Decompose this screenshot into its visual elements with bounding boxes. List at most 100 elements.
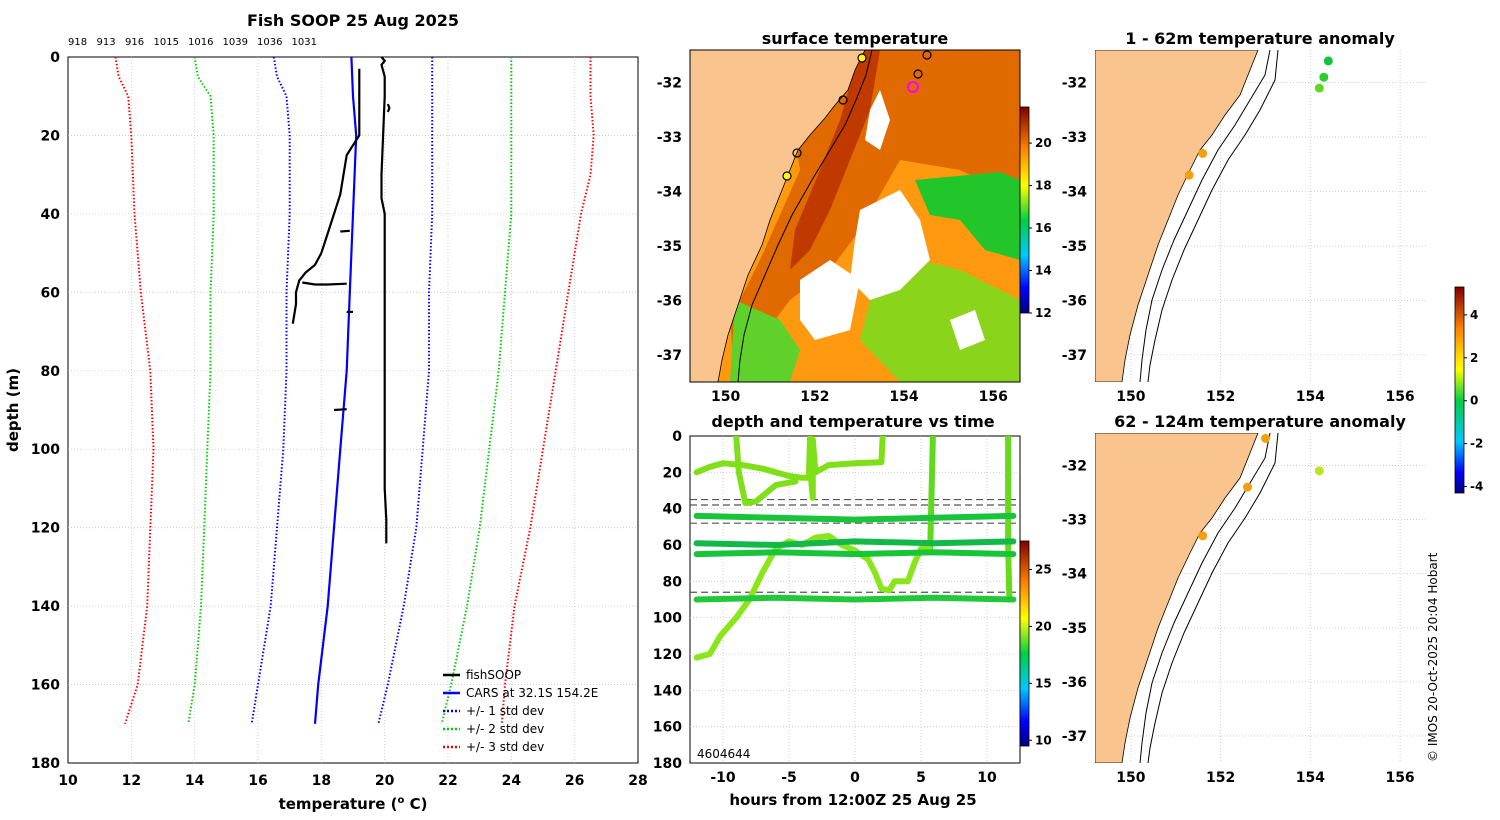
- shelf-contour: [737, 50, 873, 382]
- profile-series-line: [440, 57, 513, 725]
- anomaly-shallow-points: [1184, 56, 1333, 180]
- x-tick-label: 12: [122, 773, 141, 789]
- anomaly-point: [1184, 170, 1194, 180]
- fish-soop-site: [792, 148, 802, 158]
- x-tick-label: 156: [1385, 770, 1414, 786]
- fish-soop-site: [922, 50, 932, 60]
- temp-colorbar-ticks: 10 15 20 25: [1029, 562, 1052, 747]
- y-tick-label: -32: [657, 76, 682, 92]
- y-tick-label: 40: [663, 502, 683, 518]
- colorbar-tick-label: 12: [1035, 306, 1052, 320]
- y-tick-label: 20: [41, 128, 61, 144]
- x-tick-label: 154: [1296, 389, 1325, 405]
- y-tick-label: 40: [41, 207, 61, 223]
- time-track: [693, 512, 1017, 523]
- y-tick-label: -33: [1062, 513, 1087, 529]
- x-tick-label: 152: [1206, 389, 1235, 405]
- cloud-gap-4: [950, 310, 985, 350]
- anomaly-point: [1243, 482, 1253, 492]
- colorbar-tick-label: 2: [1470, 351, 1478, 365]
- profile-series-line: [187, 56, 215, 724]
- shelf-contour: [1139, 433, 1271, 763]
- anomaly-deep-title: 62 - 124m temperature anomaly: [1114, 412, 1406, 431]
- time-track: [733, 436, 799, 507]
- slope-contour: [1147, 433, 1279, 763]
- y-tick-label: -32: [1062, 76, 1087, 92]
- fish-soop-site: [913, 69, 923, 79]
- y-tick-label: 140: [653, 683, 682, 699]
- y-tick-label: -35: [1062, 239, 1087, 255]
- profile-xlabel: temperature (o C): [279, 795, 428, 813]
- anomaly-point: [1198, 531, 1208, 541]
- y-tick-label: 120: [653, 647, 682, 663]
- profile-series-line: [340, 229, 350, 233]
- x-tick-label: 152: [800, 389, 829, 405]
- x-tick-label: 18: [312, 773, 331, 789]
- y-tick-label: -37: [1062, 348, 1087, 364]
- y-tick-label: 80: [41, 364, 61, 380]
- colorbar-tick-label: -2: [1470, 437, 1483, 451]
- colorbar-tick-label: -4: [1470, 480, 1483, 494]
- shelf-contour: [1139, 50, 1271, 382]
- depth-time-id: 4604644: [697, 747, 750, 761]
- y-tick-label: 160: [653, 720, 682, 736]
- fish-soop-site: [838, 95, 848, 105]
- y-tick-label: 100: [31, 442, 60, 458]
- fish-soop-site: [782, 171, 792, 181]
- cloud-gap-3: [865, 90, 890, 150]
- profile-series-line: [313, 56, 358, 724]
- legend-label: +/- 1 std dev: [466, 704, 544, 718]
- depth-time-panel: depth and temperature vs time -10 -5 0 5 100…: [653, 412, 1052, 809]
- depth-time-title: depth and temperature vs time: [711, 412, 994, 431]
- x-tick-label: 22: [438, 773, 457, 789]
- colorbar-tick-label: 0: [1470, 394, 1478, 408]
- profile-ticks: 10 12 14 16 18 20 22 24 26 28 0 20 40 60 80 100 120 140 16…: [31, 50, 648, 789]
- profile-series-line: [114, 56, 155, 725]
- time-track: [1005, 436, 1013, 603]
- colorbar-tick-label: 15: [1035, 676, 1052, 690]
- cast-id-labels: 918 913 916 1015 1016 1039 1036 1031: [68, 37, 317, 48]
- cold-eddy-east: [915, 172, 1020, 260]
- anomaly-deep-ticks: 150 152 154 156 -32 -33 -34 -35 -36 -37: [1062, 458, 1415, 786]
- current-cast-marker: [907, 81, 919, 93]
- y-tick-label: -36: [1062, 293, 1087, 309]
- cast-id-label: 1015: [154, 37, 179, 48]
- anomaly-shallow-ticks: 150 152 154 156 -32 -33 -34 -35 -36 -37: [1062, 76, 1415, 405]
- legend-label: CARS at 32.1S 154.2E: [466, 686, 598, 700]
- x-tick-label: 156: [979, 389, 1008, 405]
- slope-contour: [1147, 50, 1279, 382]
- warm-current-core: [790, 50, 880, 270]
- land: [1095, 433, 1259, 763]
- cast-id-label: 1031: [292, 37, 317, 48]
- anomaly-point: [1323, 56, 1333, 66]
- land: [1095, 50, 1259, 382]
- y-tick-label: 20: [663, 465, 683, 481]
- x-tick-label: 24: [502, 773, 522, 789]
- y-tick-label: 80: [663, 574, 683, 590]
- depth-time-tracks: [693, 436, 1017, 661]
- anomaly-deep-panel: 62 - 124m temperature anomaly 150 152 154 1…: [1062, 412, 1427, 786]
- land: [690, 50, 866, 382]
- x-tick-label: 0: [850, 770, 860, 786]
- y-tick-label: -34: [1062, 567, 1088, 583]
- x-tick-label: 16: [248, 773, 267, 789]
- x-tick-label: 150: [1116, 770, 1145, 786]
- x-tick-label: 10: [977, 770, 997, 786]
- colorbar-tick-label: 4: [1470, 308, 1478, 322]
- anomaly-deep-points: [1198, 433, 1324, 541]
- profile-series: [114, 56, 595, 725]
- anomaly-colorbar-group: 4 2 0 -2 -4: [1454, 286, 1483, 494]
- colorbar-tick-label: 25: [1035, 562, 1052, 576]
- y-tick-label: 0: [672, 429, 682, 445]
- legend-label: +/- 3 std dev: [466, 740, 544, 754]
- x-tick-label: 5: [916, 770, 926, 786]
- profile-axes: [67, 56, 639, 764]
- anomaly-point: [1319, 72, 1329, 82]
- profile-series-line: [380, 56, 388, 544]
- x-tick-label: -5: [781, 770, 797, 786]
- colorbar-tick-label: 18: [1035, 179, 1052, 193]
- legend-label: fishSOOP: [466, 668, 521, 682]
- sst-colorbar: [1019, 106, 1030, 314]
- colorbar-tick-label: 14: [1035, 264, 1052, 278]
